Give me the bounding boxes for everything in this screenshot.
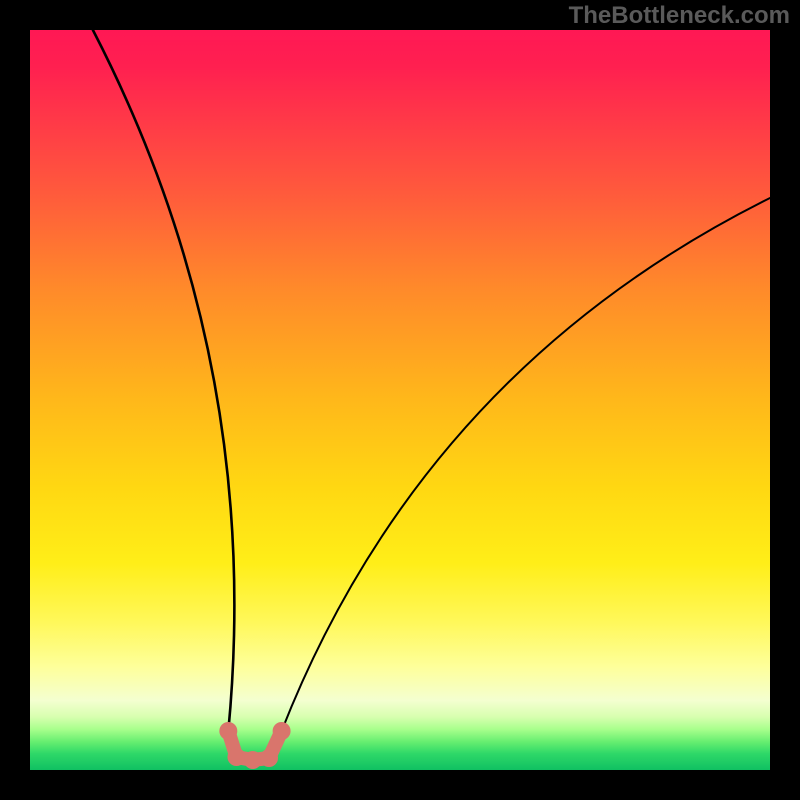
- chart-gradient-area: [30, 30, 770, 770]
- watermark-text: TheBottleneck.com: [569, 2, 790, 30]
- chart-canvas: TheBottleneck.com: [0, 0, 800, 800]
- marker-dot: [219, 722, 237, 740]
- marker-dot: [244, 751, 262, 769]
- marker-dot: [273, 722, 291, 740]
- chart-svg: [0, 0, 800, 800]
- marker-dot: [260, 749, 278, 767]
- marker-dot: [227, 748, 245, 766]
